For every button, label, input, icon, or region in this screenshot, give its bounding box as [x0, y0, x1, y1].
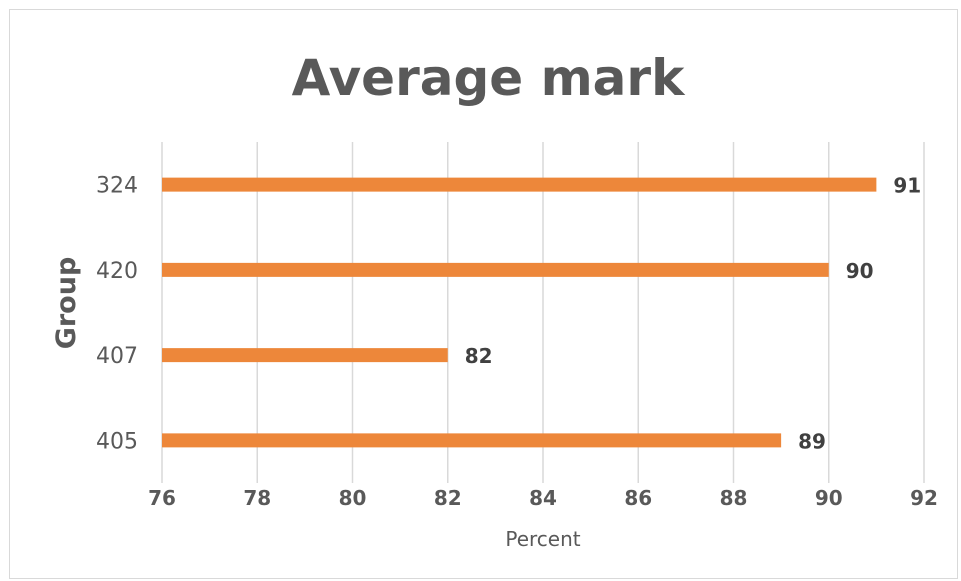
x-tick-label: 78	[243, 486, 271, 510]
data-label: 91	[893, 174, 921, 198]
x-tick-label: 76	[148, 486, 176, 510]
data-label: 82	[465, 344, 493, 368]
y-axis-tick-labels: 324 420 407 405	[96, 174, 138, 455]
chart-area	[9, 9, 958, 579]
data-label: 89	[798, 429, 826, 453]
x-tick-label: 80	[339, 486, 367, 510]
bar	[162, 433, 782, 448]
x-tick-label: 86	[624, 486, 652, 510]
x-axis-label: Percent	[505, 527, 580, 551]
y-tick-label: 405	[96, 429, 138, 454]
y-tick-label: 324	[96, 174, 138, 199]
bar	[162, 348, 448, 363]
x-tick-label: 92	[910, 486, 938, 510]
x-tick-label: 88	[720, 486, 748, 510]
y-tick-label: 407	[96, 344, 138, 369]
x-tick-label: 82	[434, 486, 462, 510]
data-labels: 91 90 82 89	[465, 174, 921, 454]
y-tick-label: 420	[96, 259, 138, 284]
bar	[162, 262, 829, 277]
y-axis-label: Group	[51, 257, 82, 350]
data-label: 90	[846, 259, 874, 283]
x-axis-tick-labels: 76 78 80 82 84 86 88 90 92	[148, 486, 938, 510]
bars	[162, 177, 877, 448]
x-tick-label: 84	[529, 486, 557, 510]
chart-title: Average mark	[292, 49, 686, 107]
gridlines	[161, 142, 925, 483]
x-tick-label: 90	[815, 486, 843, 510]
bar	[162, 177, 877, 192]
